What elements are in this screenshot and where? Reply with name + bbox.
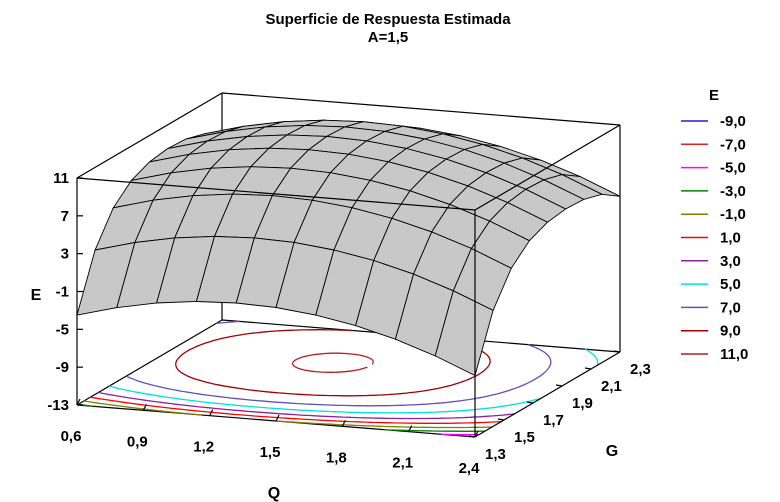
x-tick-label: 1,2: [193, 439, 214, 456]
y-tick-mark: [584, 367, 592, 370]
x-tick-label: 2,4: [459, 460, 481, 477]
y-tick-mark: [613, 350, 621, 353]
z-axis-label: E: [31, 287, 42, 304]
legend-entry: -5,0: [720, 160, 746, 177]
contour-line: [126, 320, 552, 407]
x-tick-mark: [209, 409, 214, 416]
frame-edge: [76, 319, 223, 406]
y-tick-label: 1,5: [514, 429, 535, 446]
frame-edge: [474, 124, 621, 211]
legend-entry: -7,0: [720, 136, 746, 153]
x-tick-mark: [275, 414, 280, 422]
frame-edge: [474, 351, 621, 438]
contour-line: [108, 348, 599, 414]
x-axis-ticks: 0,6 0,9 1,2 1,5 1,8 2,1 2,4: [61, 398, 481, 477]
contour-line: [291, 352, 374, 373]
contour-line: [90, 396, 502, 424]
z-tick-label: 7: [61, 208, 69, 225]
x-axis-label: Q: [268, 485, 280, 502]
surface-mesh: [76, 119, 621, 377]
contour-lines: [78, 320, 599, 436]
legend-entry: -3,0: [720, 183, 746, 200]
y-tick-mark: [497, 418, 505, 421]
z-tick-label: -9: [56, 359, 69, 376]
y-axis-label: G: [606, 443, 618, 460]
x-tick-label: 0,6: [61, 428, 82, 445]
box-frame-front: [76, 124, 621, 438]
legend-title: E: [709, 87, 719, 104]
surface-cell: [434, 290, 494, 377]
z-tick-label: 3: [61, 246, 69, 263]
z-tick-label: -5: [56, 321, 69, 338]
legend-entry: 5,0: [720, 276, 741, 293]
chart-title: Superficie de Respuesta Estimada: [265, 11, 511, 28]
legend: E -9,0 -7,0 -5,0 -3,0 -1,0 1,0 3,0 5,0 7,0 9,0 11,…: [681, 87, 748, 363]
y-tick-label: 2,1: [601, 378, 622, 395]
z-tick-label: -1: [56, 284, 69, 301]
legend-entry: 3,0: [720, 253, 741, 270]
y-tick-mark: [526, 401, 534, 404]
x-tick-mark: [474, 430, 479, 438]
y-tick-label: 2,3: [630, 361, 651, 378]
y-tick-label: 1,9: [572, 395, 593, 412]
legend-entry: -1,0: [720, 206, 746, 223]
y-axis-ticks: 1,3 1,5 1,7 1,9 2,1 2,3: [468, 350, 651, 463]
x-tick-label: 2,1: [392, 455, 413, 472]
chart-subtitle: A=1,5: [368, 29, 408, 46]
y-tick-mark: [468, 435, 476, 438]
x-tick-mark: [142, 404, 147, 411]
y-tick-label: 1,3: [485, 446, 506, 463]
x-tick-label: 0,9: [127, 433, 148, 450]
z-tick-label: -13: [47, 397, 69, 414]
legend-entry: 11,0: [720, 346, 748, 363]
y-tick-label: 1,7: [543, 412, 564, 429]
x-tick-label: 1,5: [260, 444, 281, 461]
legend-entry: 7,0: [720, 299, 741, 316]
x-tick-mark: [76, 398, 81, 406]
frame-edge: [76, 177, 476, 211]
x-tick-label: 1,8: [326, 449, 347, 466]
y-tick-mark: [555, 384, 563, 387]
legend-entry: -9,0: [720, 113, 746, 130]
contour-line: [83, 400, 493, 429]
x-tick-mark: [408, 425, 413, 432]
frame-edge: [76, 92, 223, 179]
legend-entry: 9,0: [720, 323, 741, 340]
legend-entry: 1,0: [720, 230, 741, 247]
frame-edge: [221, 92, 621, 126]
x-tick-mark: [341, 420, 346, 427]
z-tick-label: 11: [53, 170, 69, 187]
